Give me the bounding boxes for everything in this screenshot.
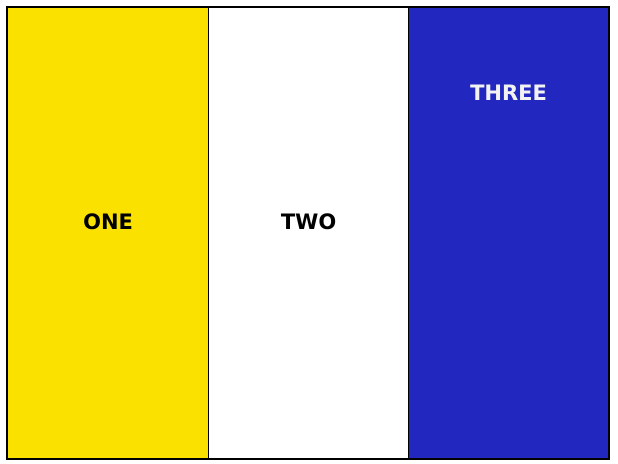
column-three-label: THREE bbox=[470, 81, 547, 105]
column-two: TWO bbox=[208, 8, 408, 458]
three-column-panel: ONE TWO THREE bbox=[6, 6, 610, 460]
column-one: ONE bbox=[8, 8, 208, 458]
column-one-label: ONE bbox=[83, 210, 133, 234]
column-three: THREE bbox=[408, 8, 608, 458]
column-two-label: TWO bbox=[280, 210, 337, 234]
